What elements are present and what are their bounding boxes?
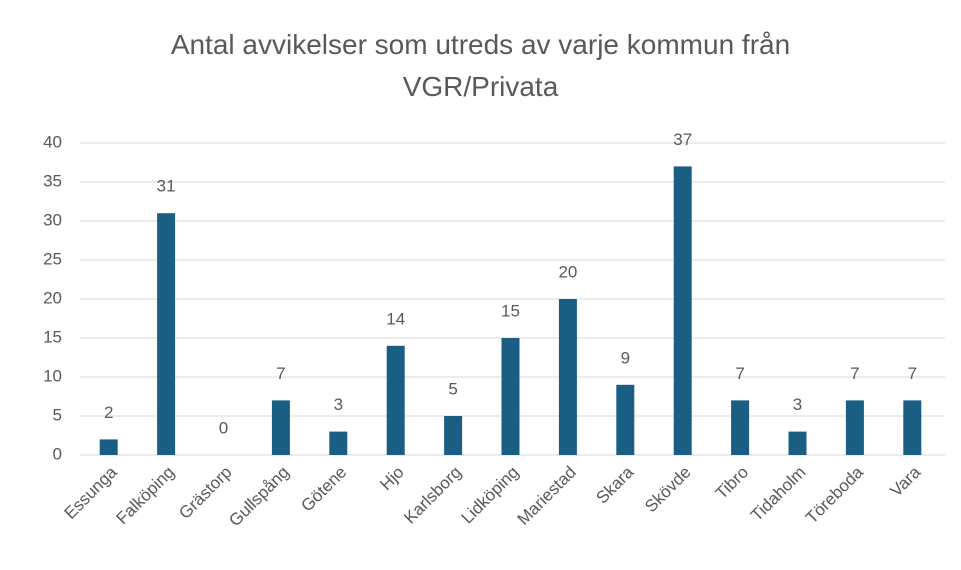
x-tick-label: Töreboda xyxy=(802,462,867,527)
bar xyxy=(444,416,463,455)
bar xyxy=(788,431,807,455)
x-tick-label: Grästorp xyxy=(175,463,235,523)
data-label: 20 xyxy=(558,262,577,281)
x-tick-label: Götene xyxy=(297,463,350,516)
y-tick-label: 30 xyxy=(43,210,62,229)
x-tick-label: Gullspång xyxy=(225,463,293,531)
bar xyxy=(157,213,176,455)
bar xyxy=(271,400,290,455)
data-label: 7 xyxy=(735,364,744,383)
data-label: 7 xyxy=(850,364,859,383)
data-label: 37 xyxy=(673,130,692,149)
x-tick-label: Vara xyxy=(886,462,924,500)
y-tick-label: 10 xyxy=(43,366,62,385)
bar xyxy=(386,345,405,455)
data-label: 2 xyxy=(104,403,113,422)
x-tick-label: Essunga xyxy=(60,462,121,523)
y-tick-label: 25 xyxy=(43,249,62,268)
data-label: 9 xyxy=(621,348,630,367)
data-label: 0 xyxy=(219,418,228,437)
y-tick-label: 35 xyxy=(43,171,62,190)
y-tick-label: 20 xyxy=(43,288,62,307)
data-label: 14 xyxy=(386,309,405,328)
bar xyxy=(329,431,348,455)
x-tick-label: Lidköping xyxy=(458,463,523,528)
data-label: 3 xyxy=(793,395,802,414)
x-tick-label: Skövde xyxy=(641,463,695,517)
bar xyxy=(673,166,692,455)
data-label: 7 xyxy=(276,364,285,383)
bar xyxy=(845,400,864,455)
y-tick-label: 5 xyxy=(53,405,62,424)
data-label: 5 xyxy=(448,379,457,398)
data-label: 15 xyxy=(501,301,520,320)
bar xyxy=(616,384,635,455)
x-tick-label: Tibro xyxy=(712,463,752,503)
x-tick-label: Mariestad xyxy=(514,463,580,529)
y-tick-label: 40 xyxy=(43,132,62,151)
bar xyxy=(731,400,750,455)
x-tick-label: Tidaholm xyxy=(747,463,809,525)
bar xyxy=(903,400,922,455)
y-tick-label: 0 xyxy=(53,444,62,463)
x-tick-label: Hjo xyxy=(376,463,407,494)
x-tick-label: Falköping xyxy=(113,463,179,529)
x-tick-label: Skara xyxy=(592,462,637,507)
y-tick-label: 15 xyxy=(43,327,62,346)
data-label: 31 xyxy=(157,177,176,196)
chart-title: Antal avvikelser som utreds av varje kom… xyxy=(170,29,791,102)
bar xyxy=(99,439,118,455)
bar xyxy=(501,338,520,455)
x-tick-label: Karlsborg xyxy=(400,463,465,528)
data-label: 3 xyxy=(334,395,343,414)
bar xyxy=(558,299,577,455)
data-label: 7 xyxy=(908,364,917,383)
